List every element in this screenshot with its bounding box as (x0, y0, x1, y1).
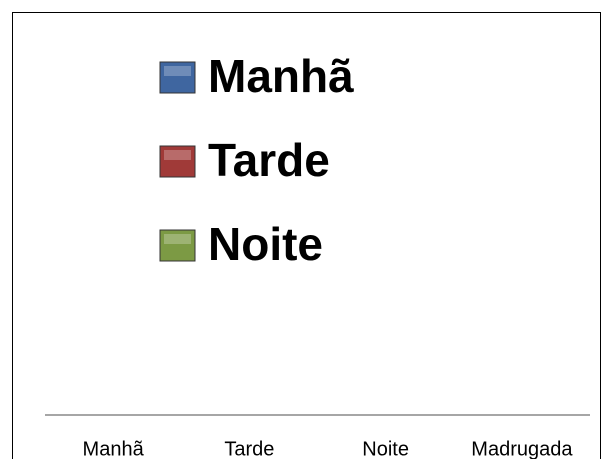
legend-label: Manhã (208, 50, 354, 102)
x-tick-label: Manhã (83, 438, 145, 459)
legend-label: Noite (208, 218, 323, 270)
legend-swatch-highlight (164, 150, 191, 160)
x-tick-label: Noite (362, 438, 409, 459)
legend-swatch (159, 61, 196, 94)
legend-label: Tarde (208, 134, 330, 186)
legend-swatch (159, 229, 196, 262)
legend-swatch-highlight (164, 66, 191, 76)
x-tick-label: Madrugada (471, 438, 573, 459)
chart-frame (12, 12, 601, 459)
x-tick-label: Tarde (224, 438, 274, 459)
legend-swatch-highlight (164, 234, 191, 244)
legend-swatch (159, 145, 196, 178)
